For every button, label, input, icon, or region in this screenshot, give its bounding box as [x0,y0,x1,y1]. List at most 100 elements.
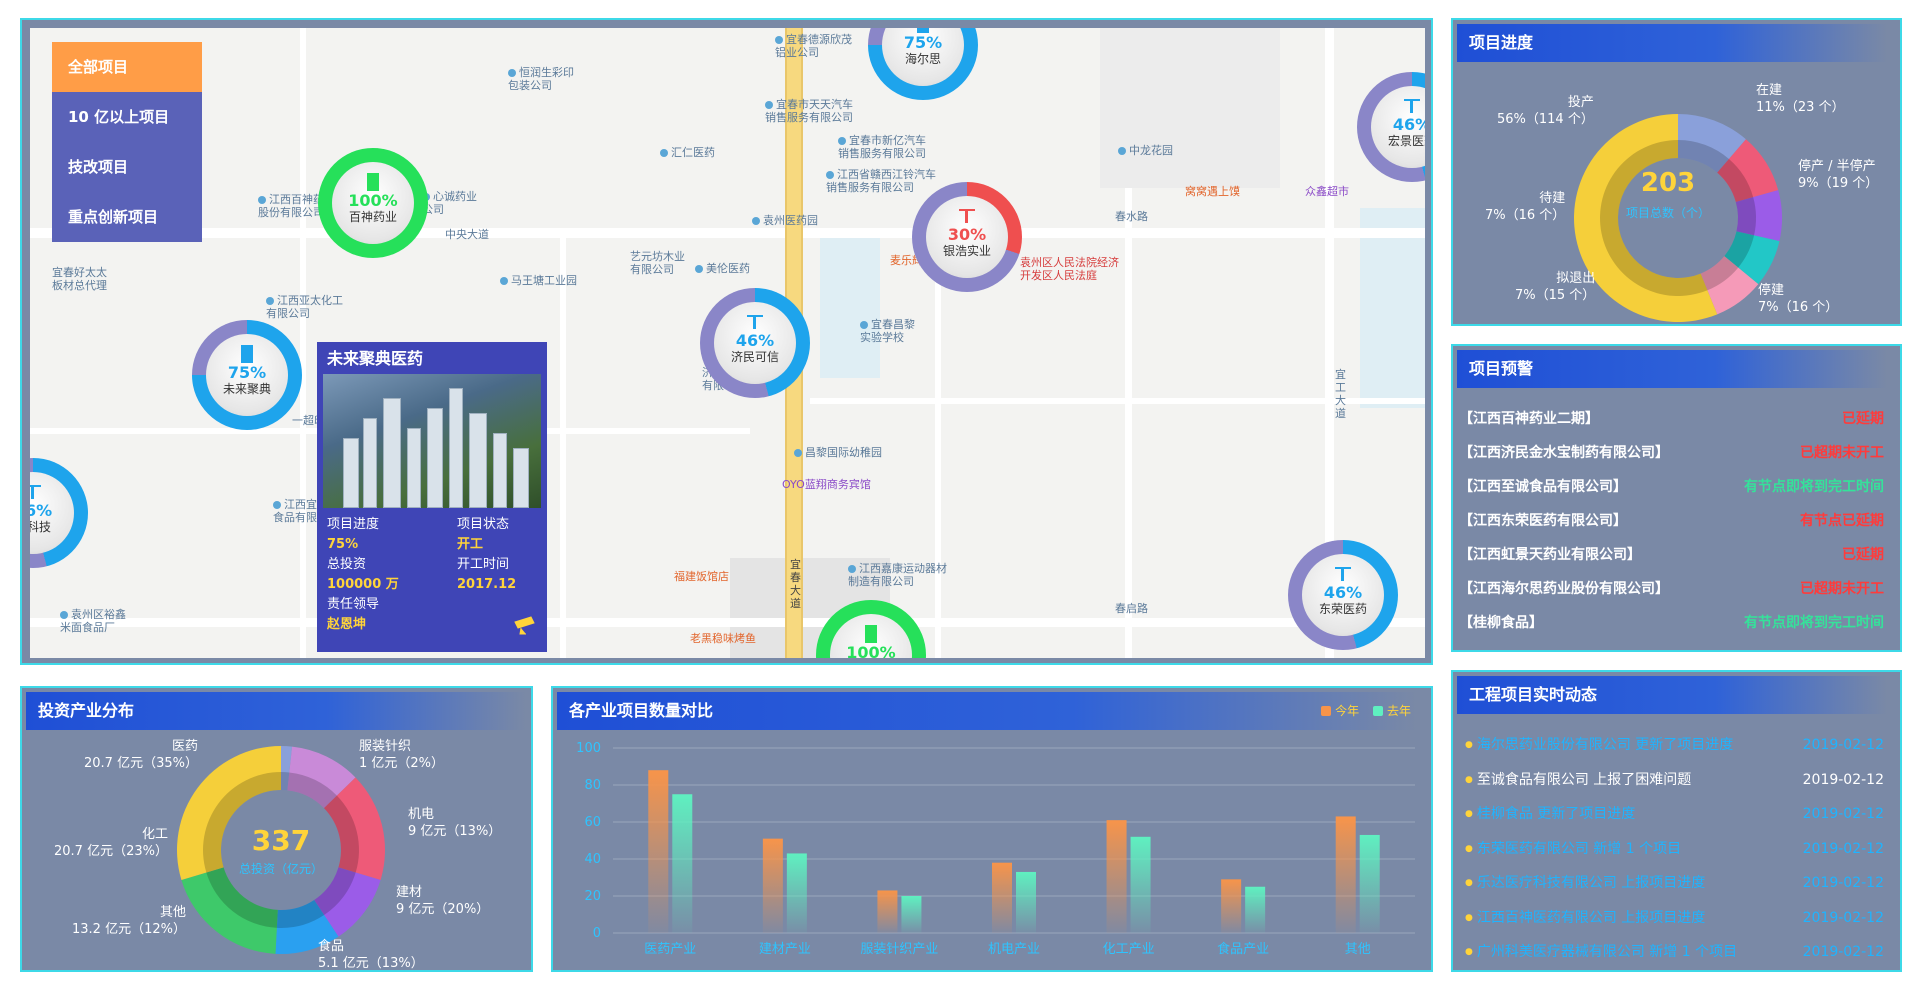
bar-this-year[interactable] [648,770,669,933]
project-marker[interactable]: 100% 百神药业 [318,148,428,258]
warning-row[interactable]: 【桂柳食品】 有节点即将到完工时间 [1459,606,1884,640]
project-marker[interactable]: 46% 健科技 [30,458,88,568]
donut-segment[interactable] [281,746,293,791]
popup-leader-label: 责任领导 [327,597,380,612]
donut-label: 拟退出 7%（15 个） [1515,271,1596,303]
bar-last-year[interactable] [672,794,693,933]
popup-progress-value: 75% [327,537,359,552]
dynamic-row[interactable]: 乐达医疗科技有限公司 上报项目进度 2019-02-12 [1465,866,1884,901]
camera-icon[interactable] [513,616,539,636]
category-tech-upgrade-projects[interactable]: 技改项目 [68,158,129,176]
marker-percent: 46% [1323,583,1363,602]
marker-percent: 75% [227,363,267,382]
bar-this-year[interactable] [992,862,1012,933]
bar-last-year[interactable] [1016,871,1036,933]
donut-inner-shade [323,795,360,873]
dynamic-date: 2019-02-12 [1802,944,1884,960]
x-category-label: 医药产业 [644,942,696,957]
donut-segment[interactable] [1574,114,1718,322]
project-marker[interactable]: 75% 未来聚典 [192,320,302,430]
bar-this-year[interactable] [1221,879,1242,933]
bar-chart: 100 80 60 40 20 0 医药产业 建材产业 服装针织产业 机电产业 化工产业 食品产业 其他 [576,741,1415,957]
category-all-projects[interactable]: 全部项目 [52,42,202,92]
warning-row[interactable]: 【江西百神药业二期】 已延期 [1459,402,1884,436]
dynamic-row[interactable]: 江西百神医药有限公司 上报项目进度 2019-02-12 [1465,901,1884,936]
bar-this-year[interactable] [877,890,898,933]
panel-title: 工程项目实时动态 [1457,676,1887,714]
dynamic-date: 2019-02-12 [1802,840,1884,857]
popup-status-label: 项目状态 [457,517,510,532]
marker-percent: 46% [1392,115,1425,134]
bar-last-year[interactable] [1130,836,1151,933]
donut-segment[interactable] [275,899,339,954]
dynamic-date: 2019-02-12 [1802,875,1884,891]
map-road [1125,188,1132,658]
panel-title: 项目进度 [1457,24,1887,62]
dynamic-row[interactable]: 广州科美医疗器械有限公司 新增 1 个项目 2019-02-12 [1465,935,1884,970]
poi-label: 袁州区裕鑫 米面食品厂 [60,608,126,634]
bar-this-year[interactable] [1106,820,1127,933]
project-marker[interactable]: 46% 宏景医药 [1357,72,1425,182]
warning-row[interactable]: 【江西东荣医药有限公司】 有节点已延期 [1459,504,1884,538]
dynamic-row[interactable]: 东荣医药有限公司 新增 1 个项目 2019-02-12 [1465,832,1884,867]
donut-segment[interactable] [1717,139,1779,202]
dynamic-date: 2019-02-12 [1802,737,1884,753]
warning-row[interactable]: 【江西济民金水宝制药有限公司】 已超期未开工 [1459,436,1884,470]
donut-inner-shade [1724,231,1755,268]
map-canvas[interactable]: 宜春德源欣茂 铝业公司 恒润生彩印 包装公司 宜春市天天汽车 销售服务有限公司 … [30,28,1425,658]
investment-donut-chart [176,746,385,954]
popup-invest-value: 100000 万 [327,577,399,592]
donut-segment[interactable] [1735,190,1782,242]
poi-label: OYO蓝翔商务宾馆 [782,478,871,491]
donut-segment[interactable] [287,746,356,809]
bar-last-year[interactable] [786,853,807,933]
warning-row[interactable]: 【江西海尔思药业股份有限公司】 已超期未开工 [1459,572,1884,606]
building-icon [917,28,929,33]
donut-label: 建材 9 亿元（20%） [396,885,490,917]
warning-status: 已超期未开工 [1800,445,1884,461]
warning-row[interactable]: 【江西至诚食品有限公司】 有节点即将到完工时间 [1459,470,1884,504]
marker-percent: 46% [30,501,53,520]
project-marker[interactable]: 100% [816,600,926,658]
donut-segment[interactable] [323,777,385,881]
y-tick-label: 60 [584,815,601,830]
crane-icon [959,209,975,223]
dynamic-text: 乐达医疗科技有限公司 上报项目进度 [1465,866,1705,901]
invest-total-value: 337 [251,824,311,857]
donut-label: 化工 20.7 亿元（23%） [54,827,168,859]
bar-this-year[interactable] [1335,816,1356,933]
donut-label: 机电 9 亿元（13%） [408,807,502,839]
category-key-innovation-projects[interactable]: 重点创新项目 [68,208,159,226]
dynamic-row[interactable]: 至诚食品有限公司 上报了困难问题 2019-02-12 [1465,763,1884,798]
project-marker[interactable]: 46% 济民可信 [700,288,810,398]
project-marker[interactable]: 46% 东荣医药 [1288,540,1398,650]
warning-row[interactable]: 【江西虹景天药业有限公司】 已延期 [1459,538,1884,572]
donut-segment[interactable] [181,867,278,954]
donut-segment[interactable] [314,867,381,937]
project-marker[interactable]: 30% 银浩实业 [912,182,1022,292]
donut-segment[interactable] [1678,114,1746,173]
donut-segment[interactable] [1724,231,1780,285]
dynamic-row[interactable]: 海尔思药业股份有限公司 更新了项目进度 2019-02-12 [1465,728,1884,763]
warning-project-name: 【江西虹景天药业有限公司】 [1459,547,1641,563]
crane-icon [30,485,41,499]
building-icon [367,173,379,191]
dynamic-text: 广州科美医疗器械有限公司 新增 1 个项目 [1465,935,1737,970]
project-marker[interactable]: 75% 海尔思 [868,28,978,100]
bar-last-year[interactable] [901,896,922,933]
dynamic-row[interactable]: 桂柳食品 更新了项目进度 2019-02-12 [1465,797,1884,832]
bar-last-year[interactable] [1359,834,1380,933]
donut-inner-shade [314,867,356,915]
crane-icon [1404,99,1420,113]
donut-segment[interactable] [176,746,281,881]
popup-title: 未来聚典医药 [327,349,424,368]
popup-start-label: 开工时间 [457,557,510,572]
bar-this-year[interactable] [762,838,783,933]
donut-segment[interactable] [1700,256,1759,315]
map-road [810,398,1425,404]
category-over-1b-projects[interactable]: 10 亿以上项目 [68,108,170,126]
building-icon [865,625,877,643]
bar-last-year[interactable] [1245,886,1266,933]
donut-inner-shade [1735,197,1756,236]
donut-inner-shade [206,867,278,928]
